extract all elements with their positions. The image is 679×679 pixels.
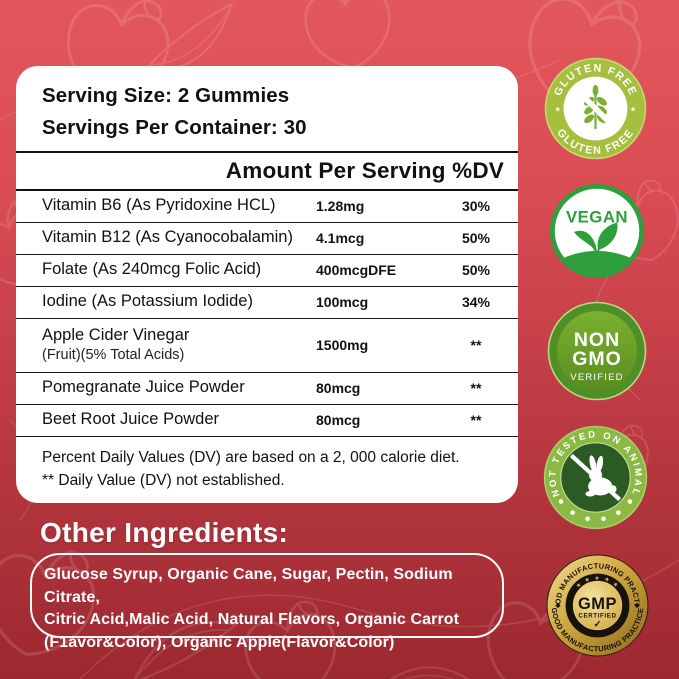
footnote-dv-not-established: ** Daily Value (DV) not established. — [42, 472, 285, 489]
nutrient-dv: ** — [470, 380, 482, 397]
checkmark-icon: ✓ — [594, 619, 602, 629]
nutrient-amount: 1.28mg — [316, 198, 365, 215]
nutrient-amount: 80mcg — [316, 380, 361, 397]
nutrient-amount: 400mcgDFE — [316, 262, 397, 279]
supplement-facts-panel: Serving Size: 2 Gummies Servings Per Con… — [16, 66, 518, 503]
non-gmo-badge: NON GMO VERIFIED — [547, 301, 647, 401]
vegan-badge: VEGAN — [549, 183, 645, 279]
hill-icon — [561, 250, 633, 277]
nutrient-name: Beet Root Juice Powder — [42, 410, 220, 429]
gmp-abbr: GMP — [578, 595, 617, 613]
ingredients-line: (F1avor&Color), Organic Apple(Flavor&Col… — [44, 634, 395, 652]
not-tested-on-animals-badge: NOT TESTED ON ANIMAL — [543, 425, 648, 530]
footnote-daily-values: Percent Daily Values (DV) are based on a… — [42, 448, 460, 466]
nutrient-name-sub: (Fruit)(5% Total Acids) — [42, 347, 185, 364]
nutrient-name: Vitamin B12 (As Cyanocobalamin) — [42, 228, 293, 247]
nutrient-dv: ** — [470, 412, 482, 429]
table-row: Pomegranate Juice Powder 80mcg ** — [16, 373, 518, 405]
gluten-free-badge: GLUTEN FREE GLUTEN FREE ★ ★ — [544, 57, 647, 160]
table-row: Beet Root Juice Powder 80mcg ** — [16, 405, 518, 437]
nutrient-dv: 34% — [461, 294, 491, 311]
vegan-label: VEGAN — [566, 207, 628, 226]
gmp-certified-label: CERTIFIED — [578, 612, 616, 619]
nutrient-name-main: Apple Cider Vinegar — [42, 325, 190, 344]
rabbit-icon — [585, 455, 617, 497]
star-icon: ★ — [555, 105, 561, 114]
table-row: Folate (As 240mcg Folic Acid) 400mcgDFE … — [16, 255, 518, 287]
table-row: Vitamin B6 (As Pyridoxine HCL) 1.28mg 30… — [16, 191, 518, 223]
ingredients-line: Glucose Syrup, Organic Cane, Sugar, Pect… — [44, 566, 453, 606]
nutrient-dv: 50% — [461, 262, 491, 279]
nutrient-name: Folate (As 240mcg Folic Acid) — [42, 260, 262, 279]
diamond-icon — [634, 602, 640, 609]
other-ingredients-box: Glucose Syrup, Organic Cane, Sugar, Pect… — [30, 553, 504, 651]
non-gmo-line1: NON — [574, 329, 620, 351]
nutrient-name: Pomegranate Juice Powder — [42, 378, 245, 397]
other-ingredients-title: Other Ingredients: — [40, 517, 289, 548]
table-row: Vitamin B12 (As Cyanocobalamin) 4.1mcg 5… — [16, 223, 518, 255]
nutrient-name: Vitamin B6 (As Pyridoxine HCL) — [42, 196, 276, 215]
servings-per-container: Servings Per Container: 30 — [42, 116, 307, 140]
nutrient-dv: ** — [470, 337, 482, 354]
nutrient-name: Iodine (As Potassium Iodide) — [42, 292, 253, 311]
nutrient-amount: 80mcg — [316, 412, 361, 429]
ingredients-line: Citric Acid,Malic Acid, Natural Flavors,… — [44, 611, 460, 629]
gmp-certified-badge: GOOD MANUFACTURING PRACTICE GOOD MANUFAC… — [546, 554, 649, 657]
non-gmo-line2: GMO — [572, 348, 622, 370]
serving-size: Serving Size: 2 Gummies — [42, 84, 290, 107]
table-row: Iodine (As Potassium Iodide) 100mcg 34% — [16, 287, 518, 319]
table-row: Apple Cider Vinegar (Fruit)(5% Total Aci… — [16, 319, 518, 373]
star-icon: ★ — [630, 105, 636, 114]
nutrient-amount: 1500mg — [316, 337, 369, 354]
nutrient-amount: 4.1mcg — [316, 230, 365, 247]
serving-info: Serving Size: 2 Gummies Servings Per Con… — [16, 66, 518, 151]
nutrient-amount: 100mcg — [316, 294, 369, 311]
prohibition-slash-icon — [571, 84, 620, 133]
leaves-icon — [573, 222, 618, 254]
nutrient-dv: 50% — [461, 230, 491, 247]
non-gmo-verified: VERIFIED — [570, 372, 623, 383]
footnotes: Percent Daily Values (DV) are based on a… — [16, 437, 518, 493]
ring-dots — [558, 499, 633, 522]
table-header: Amount Per Serving %DV — [16, 150, 518, 191]
diamond-icon — [555, 602, 561, 609]
nutrient-dv: 30% — [461, 198, 491, 215]
nutrient-name: Apple Cider Vinegar (Fruit)(5% Total Aci… — [42, 322, 316, 369]
